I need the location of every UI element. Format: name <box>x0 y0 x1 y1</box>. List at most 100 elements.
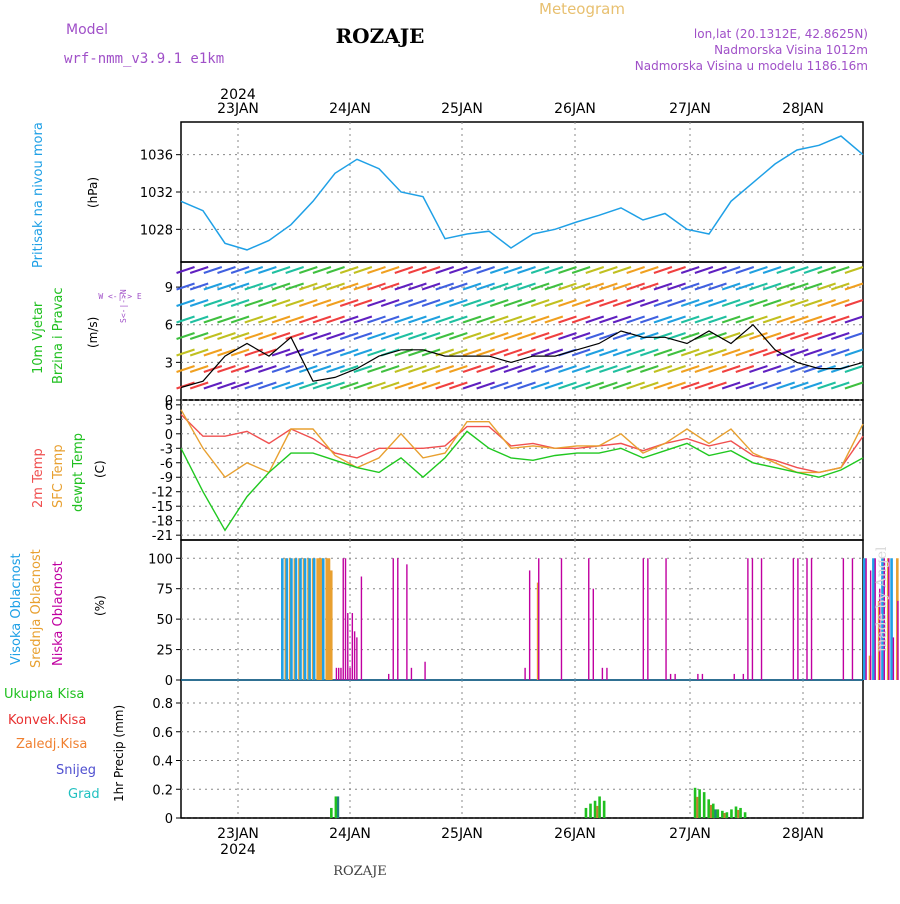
cloud-unit: (%) <box>93 595 107 616</box>
wind-vector-arrow <box>230 315 250 324</box>
wind-vector-arrow <box>544 315 564 324</box>
wind-vector-arrow <box>571 332 591 340</box>
wind-vector-arrow <box>244 381 264 390</box>
cloud-bar-low <box>747 558 749 680</box>
cloud-tick-label: 100 <box>148 552 173 567</box>
wind-vector-arrow <box>176 282 195 291</box>
wind-vector-arrow <box>353 282 373 291</box>
wind-vector-arrow <box>408 282 427 291</box>
wind-vector-arrow <box>367 381 386 390</box>
wind-vector-arrow <box>449 299 468 307</box>
wind-tick-label: 3 <box>165 356 173 371</box>
wind-vector-arrow <box>680 348 700 357</box>
wind-vector-arrow <box>285 266 304 274</box>
cloud-bar-low <box>892 637 895 680</box>
wind-vector-arrow <box>230 365 250 373</box>
wind-vector-arrow <box>544 332 564 340</box>
wind-vector-arrow <box>721 266 741 274</box>
wind-vector-arrow <box>599 266 618 274</box>
wind-vector-arrow <box>421 266 441 274</box>
wind-vector-arrow <box>530 299 550 307</box>
wind-vector-arrow <box>339 365 359 373</box>
wind-vector-arrow <box>735 365 755 373</box>
precip-bar-frz <box>709 804 713 818</box>
pressure-line <box>180 135 864 251</box>
cloud-bar-mid <box>327 558 331 680</box>
wind-vector-arrow <box>517 315 536 324</box>
cloud-bar-high <box>863 558 866 680</box>
wind-vector-arrow <box>503 332 523 340</box>
cloud-bar-low <box>851 558 854 680</box>
temp-dewpt-line <box>180 430 864 532</box>
cloud-bar-low <box>701 673 704 680</box>
wind-vector-arrow <box>762 332 782 340</box>
wind-vector-arrow <box>298 332 318 340</box>
wind-vector-arrow <box>599 348 618 357</box>
precip-bar-total <box>730 809 733 818</box>
wind-vector-arrow <box>612 299 632 307</box>
precip-bar-frz <box>737 809 740 818</box>
wind-vector-arrow <box>776 365 796 373</box>
wind-vector-arrow <box>776 299 796 307</box>
wind-vector-arrow <box>817 332 836 340</box>
cloud-bar-low <box>592 588 594 680</box>
wind-vector-arrow <box>639 381 659 390</box>
cloud-bar-low <box>669 673 672 680</box>
wind-vector-arrow <box>421 299 441 307</box>
wind-vector-arrow <box>258 365 277 373</box>
cloud-bar-low <box>406 564 408 680</box>
wind-vector-arrow <box>721 332 741 340</box>
wind-vector-arrow <box>326 299 345 307</box>
wind-vector-arrow <box>476 381 495 390</box>
precip-bar-frz <box>696 796 699 818</box>
temp-unit: (C) <box>93 460 107 478</box>
wind-vector-arrow <box>258 332 277 340</box>
wind-vector-arrow <box>476 282 495 291</box>
cloud-bar-low <box>792 558 795 680</box>
wind-vector-arrow <box>790 299 809 307</box>
wind-vector-arrow <box>653 348 673 357</box>
temp-tick-label: 3 <box>165 413 173 428</box>
wind-vector-arrow <box>803 282 823 291</box>
model-name: wrf-nmm_v3.9.1 e1km <box>64 51 224 67</box>
wind-vector-arrow <box>176 315 195 324</box>
cloud-bar-low <box>424 661 426 680</box>
wind-vector-arrow <box>462 299 482 307</box>
cloud-bar-high <box>872 558 875 680</box>
wind-vector-arrow <box>639 299 659 307</box>
cloud-bar-low <box>347 613 349 680</box>
wind-vector-arrow <box>585 266 605 274</box>
wind-vector-arrow <box>790 282 809 291</box>
wind-vector-arrow <box>817 381 836 390</box>
precip-label-total: Ukupna Kisa <box>4 687 84 702</box>
cloud-bar-low <box>344 558 347 680</box>
wind-vector-arrow <box>285 332 304 340</box>
cloud-bar-high <box>890 558 893 680</box>
wind-vector-arrow <box>639 315 659 324</box>
wind-vector-arrow <box>844 299 864 307</box>
wind-vector-arrow <box>830 282 850 291</box>
wind-vector-arrow <box>298 266 318 274</box>
wind-vector-arrow <box>244 315 264 324</box>
wind-vector-arrow <box>367 266 386 274</box>
wind-vector-arrow <box>312 348 332 357</box>
wind-vector-arrow <box>790 348 809 357</box>
wind-vector-arrow <box>612 266 632 274</box>
wind-vector-arrow <box>749 299 768 307</box>
wind-vector-arrow <box>312 266 332 274</box>
wind-vector-arrow <box>735 332 755 340</box>
wind-vector-arrow <box>667 266 686 274</box>
wind-vector-arrow <box>517 381 536 390</box>
temp-tick-label: -6 <box>160 457 173 472</box>
temp-tick-label: 0 <box>165 428 173 443</box>
precip-bar-total <box>734 806 738 818</box>
wind-compass-ew: W <-|-> E <box>98 292 142 301</box>
wind-vector-arrow <box>353 381 373 390</box>
wind-vector-arrow <box>517 299 536 307</box>
bottom-station-label: ROZAJE <box>333 864 387 879</box>
wind-vector-arrow <box>189 332 209 340</box>
wind-vector-arrow <box>503 381 523 390</box>
precip-bar-total <box>743 812 747 818</box>
wind-vector-arrow <box>844 332 864 340</box>
precip-tick-label: 0.2 <box>152 783 173 798</box>
